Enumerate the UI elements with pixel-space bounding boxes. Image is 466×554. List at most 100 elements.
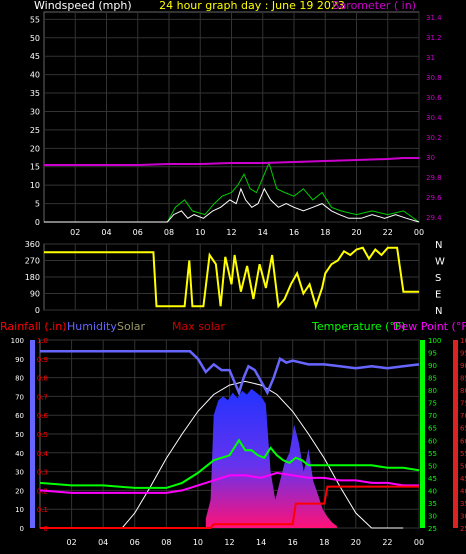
y-tick-label-rain: 0.6 xyxy=(37,412,49,420)
x-tick-label: 02 xyxy=(66,538,76,547)
y-tick-label-rain: 0.3 xyxy=(37,469,48,477)
x-tick-label: 04 xyxy=(98,538,108,547)
compass-label: N xyxy=(435,240,442,251)
series-line-gust xyxy=(44,161,420,223)
y-tick-label-dew-point: 50 xyxy=(460,462,466,470)
x-tick-label: 08 xyxy=(164,228,174,237)
y-tick-label-humidity: 50 xyxy=(15,431,24,439)
y-tick-label-dew-point: 95 xyxy=(460,350,466,358)
y-tick-label-dew-point: 40 xyxy=(460,487,466,495)
temperature-label: Temperature (°F) xyxy=(311,320,406,333)
y-tick-label-rain: 0.1 xyxy=(37,506,48,514)
compass-label: E xyxy=(435,290,441,301)
y-tick-label-dew-point: 25 xyxy=(460,525,466,533)
x-tick-label: 16 xyxy=(288,538,298,547)
y-tick-label-dew-point: 65 xyxy=(460,425,466,433)
series-line-windspeed xyxy=(44,187,420,223)
compass-label: N xyxy=(435,306,442,317)
y-tick-label-dew-point: 75 xyxy=(460,400,466,408)
series-line-barometer xyxy=(44,157,419,166)
series-line-dew-point xyxy=(39,471,419,494)
y-tick-label-barometer: 30.2 xyxy=(426,134,442,142)
y-tick-label-windspeed: 40 xyxy=(30,71,40,80)
y-tick-label-temperature: 40 xyxy=(428,487,437,495)
x-tick-label: 06 xyxy=(133,228,143,237)
y-tick-label-humidity: 100 xyxy=(11,337,24,345)
x-tick-label: 06 xyxy=(130,538,140,547)
x-tick-label: 20 xyxy=(351,228,361,237)
series-line-humidity xyxy=(40,350,420,397)
y-tick-label-rain: 1.0 xyxy=(37,337,48,345)
y-tick-label-barometer: 29.4 xyxy=(426,214,442,222)
y-tick-label-humidity: 40 xyxy=(15,450,24,458)
y-tick-label-temperature: 50 xyxy=(428,462,437,470)
x-tick-label: 02 xyxy=(70,228,80,237)
humidity-axis-bar xyxy=(30,340,35,528)
y-tick-label-humidity: 60 xyxy=(15,412,24,420)
x-tick-label: 10 xyxy=(195,228,205,237)
solar-label: Solar xyxy=(117,320,146,333)
x-tick-label: 14 xyxy=(258,228,268,237)
y-tick-label-direction: 0 xyxy=(35,306,40,315)
y-tick-label-direction: 360 xyxy=(25,240,40,249)
compass-label: W xyxy=(435,257,445,268)
y-tick-label-direction: 180 xyxy=(25,273,40,282)
y-tick-label-temperature: 30 xyxy=(428,512,437,520)
y-tick-label-temperature: 35 xyxy=(428,500,437,508)
x-tick-label: 08 xyxy=(161,538,171,547)
series-line-direction xyxy=(44,246,419,310)
y-tick-label-temperature: 60 xyxy=(428,437,437,445)
x-tick-label: 22 xyxy=(382,538,392,547)
y-tick-label-humidity: 80 xyxy=(15,375,24,383)
y-tick-label-barometer: 31.4 xyxy=(426,14,442,22)
y-tick-label-dew-point: 80 xyxy=(460,387,466,395)
y-tick-label-temperature: 55 xyxy=(428,450,437,458)
y-tick-label-barometer: 30 xyxy=(426,154,435,162)
y-tick-label-windspeed: 25 xyxy=(30,126,40,135)
y-tick-label-temperature: 70 xyxy=(428,412,437,420)
x-tick-label: 16 xyxy=(289,228,299,237)
plot-layer: 02 04 06 08 10 12 14 16 18 20 22 005550454035302520… xyxy=(11,11,466,547)
dew-point-label: Dew Point (°F) xyxy=(393,320,466,333)
y-tick-label-windspeed: 15 xyxy=(30,163,40,172)
x-tick-label: 00 xyxy=(414,538,424,547)
y-tick-label-rain: 0.8 xyxy=(37,375,48,383)
x-tick-label: 20 xyxy=(351,538,361,547)
y-tick-label-dew-point: 90 xyxy=(460,362,466,370)
x-tick-label: 12 xyxy=(224,538,234,547)
y-tick-label-dew-point: 85 xyxy=(460,375,466,383)
series-line-max-solar xyxy=(121,380,404,529)
x-tick-label: 22 xyxy=(383,228,393,237)
y-tick-label-windspeed: 55 xyxy=(30,15,40,24)
y-tick-label-humidity: 0 xyxy=(20,525,24,533)
y-tick-label-rain: 0.9 xyxy=(37,356,48,364)
y-tick-label-humidity: 20 xyxy=(15,487,24,495)
dew-point-axis-bar xyxy=(453,340,458,528)
temperature-axis-bar xyxy=(420,340,425,528)
y-tick-label-direction: 270 xyxy=(25,257,40,266)
x-tick-label: 04 xyxy=(101,228,111,237)
windspeed-axis-label: Windspeed (mph) xyxy=(34,0,132,12)
y-tick-label-dew-point: 100 xyxy=(460,337,466,345)
x-tick-label: 18 xyxy=(320,228,330,237)
y-tick-label-windspeed: 35 xyxy=(30,89,40,98)
y-tick-label-temperature: 95 xyxy=(428,350,437,358)
compass-label: S xyxy=(435,273,441,284)
y-tick-label-humidity: 70 xyxy=(15,393,24,401)
x-tick-label: 10 xyxy=(193,538,203,547)
y-tick-label-humidity: 30 xyxy=(15,469,24,477)
y-tick-label-rain: 0.7 xyxy=(37,393,48,401)
series-area-solar xyxy=(205,388,337,528)
y-tick-label-humidity: 10 xyxy=(15,506,24,514)
y-tick-label-temperature: 85 xyxy=(428,375,437,383)
y-tick-label-temperature: 25 xyxy=(428,525,437,533)
x-tick-label: 12 xyxy=(226,228,236,237)
y-tick-label-humidity: 90 xyxy=(15,356,24,364)
y-tick-label-barometer: 29.8 xyxy=(426,174,442,182)
y-tick-label-windspeed: 10 xyxy=(30,181,40,190)
y-tick-label-rain: 0.4 xyxy=(37,450,49,458)
y-tick-label-temperature: 100 xyxy=(428,337,441,345)
x-tick-label: 00 xyxy=(414,228,424,237)
